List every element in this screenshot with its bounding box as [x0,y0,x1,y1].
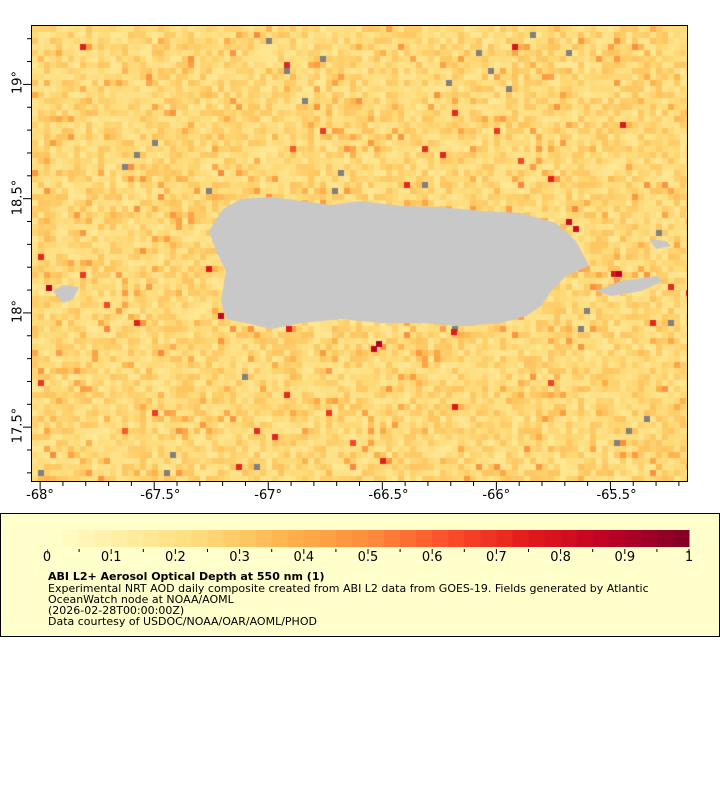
legend-line: (2026-02-28T00:00:00Z) [48,604,185,617]
colorbar-label: 0.3 [229,550,250,565]
colorbar-label: 0.4 [293,550,315,565]
x-tick-label: -65.5° [596,488,637,503]
x-tick-label: -68° [26,488,54,503]
colorbar-swatch [175,530,192,547]
y-tick-label: 18° [10,299,26,323]
x-tick-label: -67° [254,488,282,503]
colorbar-swatch [448,530,465,547]
colorbar-swatch [368,530,385,547]
colorbar-swatch [592,530,610,547]
colorbar-swatch [528,530,546,547]
colorbar-swatch [480,530,497,547]
colorbar [47,530,690,554]
colorbar-swatch [191,530,208,547]
colorbar-label: 1 [684,550,694,565]
legend-line: Data courtesy of USDOC/NOAA/OAR/AOML/PHO… [48,615,317,628]
colorbar-swatch [384,530,401,547]
x-tick-label: -66° [482,488,511,503]
colorbar-swatch [351,530,369,547]
colorbar-label: 0.8 [550,550,571,565]
colorbar-swatch [624,530,642,547]
colorbar-swatch [512,530,529,547]
y-tick-label: 18.5° [10,179,26,215]
aod-field [32,26,687,481]
colorbar-swatch [496,530,513,547]
colorbar-swatch [223,530,241,547]
colorbar-swatch [544,530,562,547]
colorbar-swatch [432,530,449,547]
colorbar-swatch [47,530,64,547]
colorbar-swatch [656,530,674,547]
colorbar-label: 0.2 [165,550,186,565]
colorbar-swatch [303,530,321,547]
colorbar-swatch [576,530,594,547]
colorbar-swatch [159,530,176,547]
colorbar-swatch [560,530,578,547]
colorbar-swatch [672,530,690,547]
y-tick-label: 19° [10,71,26,95]
colorbar-label: 0.6 [421,550,443,565]
aod-map [31,25,688,482]
colorbar-swatch [287,530,305,547]
map-axes [23,38,680,490]
colorbar-swatch [95,530,112,547]
legend-line: OceanWatch node at NOAA/AOML [48,593,234,606]
colorbar-label: 0.5 [357,550,379,565]
x-tick-label: -66.5° [368,488,409,503]
colorbar-swatch [127,530,144,547]
colorbar-label: 0 [42,550,52,565]
colorbar-swatch [464,530,481,547]
colorbar-swatch [143,530,160,547]
colorbar-swatch [63,530,80,547]
colorbar-label: 0.7 [486,550,507,565]
x-tick-label: -67.5° [140,488,181,503]
colorbar-swatch [608,530,626,547]
colorbar-label: 0.9 [614,550,636,565]
colorbar-swatch [400,530,417,547]
colorbar-swatch [207,530,225,547]
legend-title: ABI L2+ Aerosol Optical Depth at 550 nm … [48,570,325,583]
colorbar-swatch [239,530,257,547]
colorbar-swatch [255,530,273,547]
colorbar-swatch [640,530,658,547]
colorbar-swatch [416,530,433,547]
colorbar-label: 0.1 [100,550,122,565]
colorbar-swatch [271,530,289,547]
colorbar-swatch [79,530,96,547]
y-tick-label: 17.5° [10,407,26,444]
colorbar-swatch [111,530,128,547]
legend-line: Experimental NRT AOD daily composite cre… [48,582,649,595]
colorbar-swatch [319,530,337,547]
colorbar-swatch [335,530,353,547]
legend: 0 0.1 0.2 0.3 0.4 0.5 0.6 0.7 0.8 0.9 1 ABI L2+ Ae… [0,513,720,637]
